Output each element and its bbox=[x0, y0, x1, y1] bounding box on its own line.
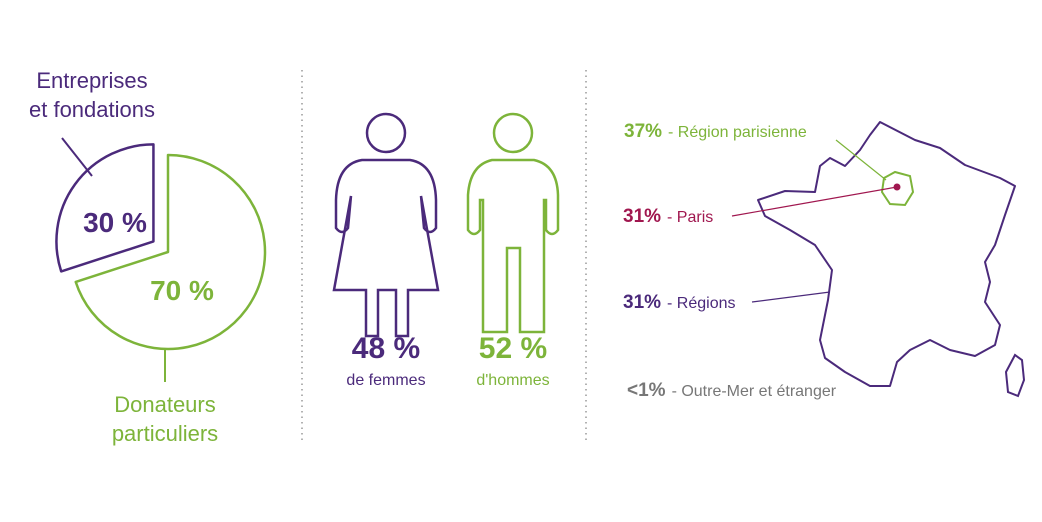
origin-value: 31% bbox=[623, 206, 661, 227]
woman-icon bbox=[332, 112, 440, 338]
gender-label: d'hommes bbox=[476, 372, 549, 389]
origin-entry: 31% - Régions bbox=[623, 292, 736, 313]
pie-slice bbox=[55, 143, 155, 273]
origin-label: - Paris bbox=[667, 209, 713, 226]
origin-entry: 31% - Paris bbox=[623, 206, 713, 227]
france-map bbox=[757, 121, 1016, 387]
corsica bbox=[1004, 353, 1026, 398]
origin-value: <1% bbox=[627, 380, 666, 401]
man-icon bbox=[466, 112, 560, 334]
origin-label: - Régions bbox=[667, 295, 735, 312]
leader-line bbox=[731, 186, 898, 217]
slice-label: et fondations bbox=[29, 97, 155, 122]
paris-dot bbox=[893, 183, 901, 191]
slice-value: 70 % bbox=[150, 275, 214, 306]
pie-slice bbox=[74, 153, 267, 351]
ile-de-france bbox=[880, 170, 915, 207]
slice-label: Donateurs bbox=[114, 392, 216, 417]
origin-value: 31% bbox=[623, 292, 661, 313]
leader-line bbox=[835, 139, 887, 181]
gender-value: 52 % bbox=[479, 332, 547, 365]
gender-label: de femmes bbox=[346, 372, 425, 389]
origin-entry: 37% - Région parisienne bbox=[624, 121, 807, 142]
origin-label: - Région parisienne bbox=[668, 124, 807, 141]
origin-entry: <1% - Outre-Mer et étranger bbox=[627, 380, 837, 401]
slice-value: 30 % bbox=[83, 207, 147, 238]
slice-label: Entreprises bbox=[36, 68, 147, 93]
leader-line bbox=[751, 291, 831, 303]
slice-label: particuliers bbox=[112, 421, 218, 446]
gender-value: 48 % bbox=[352, 332, 420, 365]
origin-label: - Outre-Mer et étranger bbox=[672, 383, 837, 400]
origin-value: 37% bbox=[624, 121, 662, 142]
